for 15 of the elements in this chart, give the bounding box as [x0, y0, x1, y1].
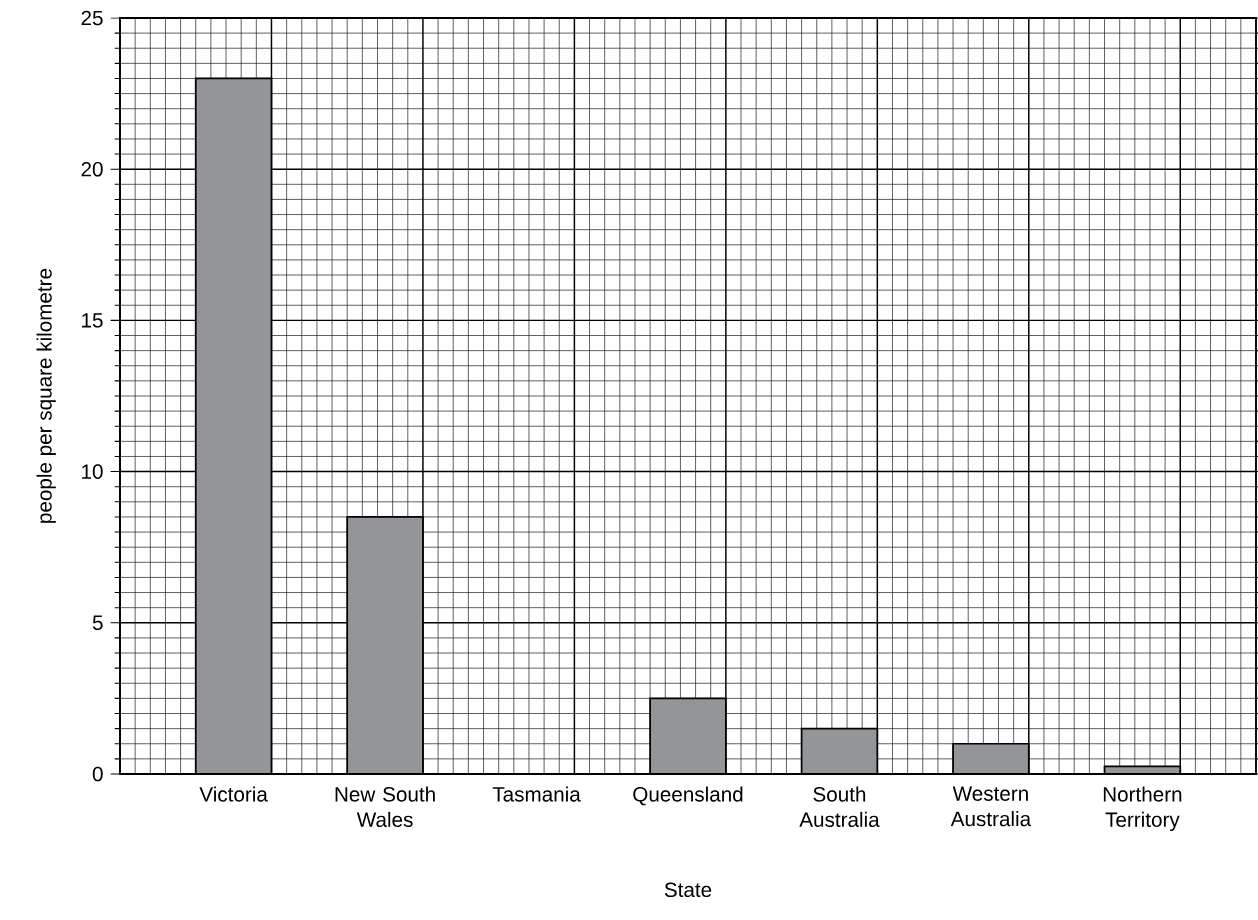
- x-tick-label: Victoria: [199, 786, 268, 802]
- y-tick-label: 20: [81, 161, 103, 177]
- y-tick-label: 0: [92, 766, 103, 782]
- x-tick-label: Tasmania: [492, 786, 581, 802]
- x-tick-label: New South Wales: [335, 786, 435, 827]
- x-tick-label: Northern Territory: [1103, 786, 1182, 832]
- x-tick-label: Queensland: [633, 786, 743, 806]
- y-axis-title: people per square kilometre: [36, 268, 56, 523]
- x-tick-label: South Australia: [799, 786, 880, 827]
- y-tick-label: 10: [82, 464, 103, 479]
- x-axis-title: State: [664, 882, 712, 898]
- y-tick-label: 15: [82, 313, 103, 328]
- y-tick-label: 25: [81, 10, 103, 26]
- x-tick-label: Western Australia: [950, 786, 1032, 827]
- y-tick-label: 5: [92, 615, 103, 630]
